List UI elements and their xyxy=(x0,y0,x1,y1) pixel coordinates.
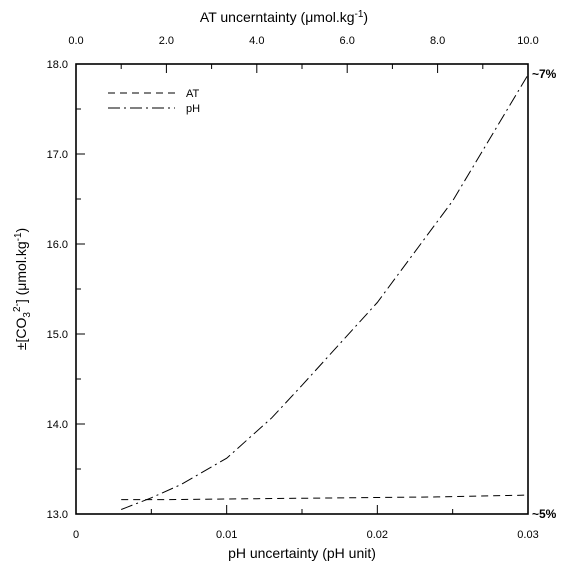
y-title-suffix: ) xyxy=(13,228,29,233)
y-tick-label: 14.0 xyxy=(47,419,68,431)
x-bottom-tick-label: 0.02 xyxy=(367,529,388,541)
legend-label-ph: pH xyxy=(186,103,200,115)
y-title-prefix: ±[CO xyxy=(13,318,29,351)
x-top-title-prefix: AT uncerntainty ( xyxy=(200,9,306,25)
x-top-tick-label: 8.0 xyxy=(430,35,445,47)
x-top-tick-label: 6.0 xyxy=(340,35,355,47)
x-top-tick-label: 0.0 xyxy=(68,35,83,47)
y-tick-label: 18.0 xyxy=(47,59,68,71)
y-title-sup1: 2- xyxy=(12,303,23,312)
y-axis-title: ±[CO32-] (μmol.kg-1) xyxy=(12,228,33,350)
series-layer xyxy=(121,74,529,510)
y-title-sup2: -1 xyxy=(13,232,24,241)
y-tick-label: 17.0 xyxy=(47,149,68,161)
x-top-title-mu: μ xyxy=(305,9,313,25)
y-tick-label: 16.0 xyxy=(47,239,68,251)
x-top-axis-title: AT uncerntainty (μmol.kg-1) xyxy=(200,9,368,25)
plot-frame xyxy=(75,63,529,515)
y-title-sub: 3 xyxy=(22,312,33,318)
y-tick-label: 13.0 xyxy=(47,509,68,521)
x-bottom-tick-label: 0.01 xyxy=(216,529,237,541)
y-title-mid2: mol.kg xyxy=(13,241,29,282)
x-bottom-tick-label: 0 xyxy=(73,529,79,541)
x-top-title-sup: -1 xyxy=(355,9,364,20)
x-top-tick-label: 10.0 xyxy=(517,35,538,47)
x-top-tick-label: 4.0 xyxy=(249,35,264,47)
ticks-layer: 0 0.01 0.02 0.03 0.0 2.0 4.0 6.0 8.0 10.0 13.0 14.0… xyxy=(47,35,539,541)
y-title-mu: μ xyxy=(13,283,29,291)
x-bottom-tick-label: 0.03 xyxy=(517,529,538,541)
x-bottom-axis-title: pH uncertainty (pH unit) xyxy=(228,545,376,561)
axes-layer xyxy=(75,63,529,515)
x-top-title-suffix: ) xyxy=(363,9,368,25)
right-annotation-bottom: ~5% xyxy=(532,507,557,521)
y-tick-label: 15.0 xyxy=(47,329,68,341)
series-line-ph xyxy=(121,74,529,510)
x-top-title-mid: mol.kg xyxy=(313,9,354,25)
legend: AT pH xyxy=(108,88,200,115)
x-top-tick-label: 2.0 xyxy=(159,35,174,47)
y-title-mid: ] ( xyxy=(13,290,29,303)
right-annotation-top: ~7% xyxy=(532,67,557,81)
series-line-at xyxy=(121,494,529,501)
legend-label-at: AT xyxy=(186,88,200,100)
